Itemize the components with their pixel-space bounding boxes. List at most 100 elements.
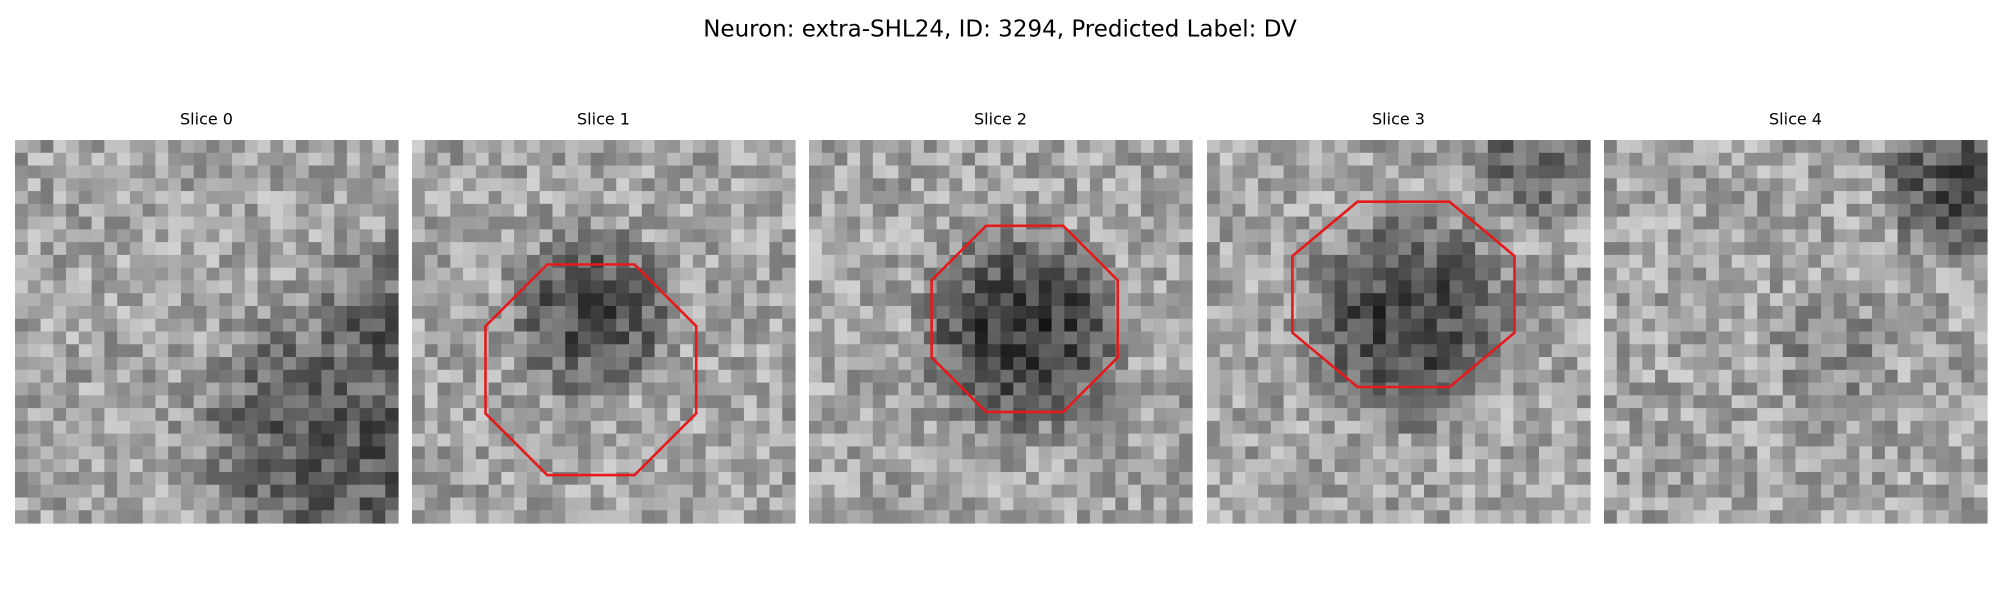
pixel [667, 344, 681, 358]
pixel [1360, 254, 1374, 269]
pixel [1051, 318, 1065, 333]
pixel [1487, 446, 1502, 460]
pixel [1604, 408, 1618, 422]
pixel [168, 280, 182, 294]
pixel [1513, 216, 1527, 230]
pixel [1655, 152, 1669, 167]
pixel [1449, 331, 1463, 345]
pixel [590, 510, 605, 524]
pixel [809, 420, 823, 435]
pixel [565, 203, 579, 218]
pixel [1910, 433, 1924, 447]
pixel [1808, 178, 1822, 192]
pixel [283, 344, 297, 358]
pixel [1321, 433, 1336, 447]
pixel [1513, 229, 1527, 243]
pixel [1398, 254, 1412, 269]
pixel [1667, 369, 1682, 384]
pixel [1309, 510, 1323, 524]
pixel [834, 497, 848, 511]
pixel [1923, 510, 1937, 524]
pixel [104, 280, 118, 294]
pixel [898, 216, 912, 230]
pixel [1347, 254, 1361, 269]
pixel [206, 471, 220, 486]
pixel [1334, 152, 1349, 167]
pixel [1808, 318, 1822, 333]
pixel [27, 242, 42, 256]
pixel [629, 497, 643, 511]
pixel [911, 344, 925, 358]
pixel [718, 433, 732, 447]
pixel [1526, 369, 1540, 384]
pixel [346, 382, 361, 396]
pixel [1859, 280, 1873, 294]
pixel [1334, 254, 1349, 269]
pixel [1667, 216, 1682, 230]
pixel [1398, 344, 1412, 358]
pixel [1462, 280, 1476, 294]
pixel [1935, 510, 1950, 524]
pixel [1258, 357, 1272, 371]
pixel [809, 191, 823, 205]
pixel [1551, 510, 1566, 524]
pixel [526, 318, 541, 333]
pixel [667, 191, 681, 205]
pixel [15, 152, 29, 167]
pixel [705, 242, 719, 256]
pixel [142, 357, 157, 371]
pixel [962, 357, 976, 371]
pixel [1013, 357, 1027, 371]
pixel [1821, 140, 1835, 154]
pixel [1296, 446, 1310, 460]
pixel [1884, 178, 1899, 192]
pixel [1026, 318, 1040, 333]
pixel [385, 344, 399, 358]
pixel [1923, 216, 1937, 230]
pixel [1128, 357, 1142, 371]
pixel [1270, 267, 1285, 282]
pixel [27, 216, 42, 230]
pixel [1833, 140, 1848, 154]
pixel [1577, 203, 1591, 218]
pixel [1629, 420, 1643, 435]
pixel [1629, 484, 1643, 499]
pixel [1179, 242, 1193, 256]
pixel [769, 497, 783, 511]
pixel [1321, 280, 1336, 294]
pixel [1487, 165, 1502, 179]
pixel [1667, 395, 1682, 409]
pixel [1974, 459, 1988, 473]
pixel [129, 229, 144, 243]
pixel [1232, 267, 1246, 282]
pixel [424, 471, 439, 486]
pixel [577, 280, 592, 294]
pixel [526, 178, 541, 192]
pixel [872, 446, 887, 460]
pixel [1309, 267, 1323, 282]
pixel [705, 229, 719, 243]
pixel [654, 395, 668, 409]
pixel [244, 471, 259, 486]
pixel [308, 293, 322, 307]
pixel [412, 229, 426, 243]
pixel [692, 216, 707, 230]
pixel [1910, 318, 1924, 333]
pixel [718, 369, 732, 384]
pixel [1089, 420, 1104, 435]
pixel [1309, 382, 1323, 396]
pixel [308, 484, 322, 499]
pixel [885, 420, 899, 435]
pixel [104, 357, 118, 371]
pixel [898, 203, 912, 218]
pixel [168, 293, 182, 307]
pixel [1782, 229, 1797, 243]
pixel [949, 152, 963, 167]
pixel [104, 497, 118, 511]
pixel [1411, 446, 1425, 460]
pixel [1961, 152, 1975, 167]
pixel [860, 459, 874, 473]
pixel [1782, 484, 1797, 499]
pixel [283, 484, 297, 499]
